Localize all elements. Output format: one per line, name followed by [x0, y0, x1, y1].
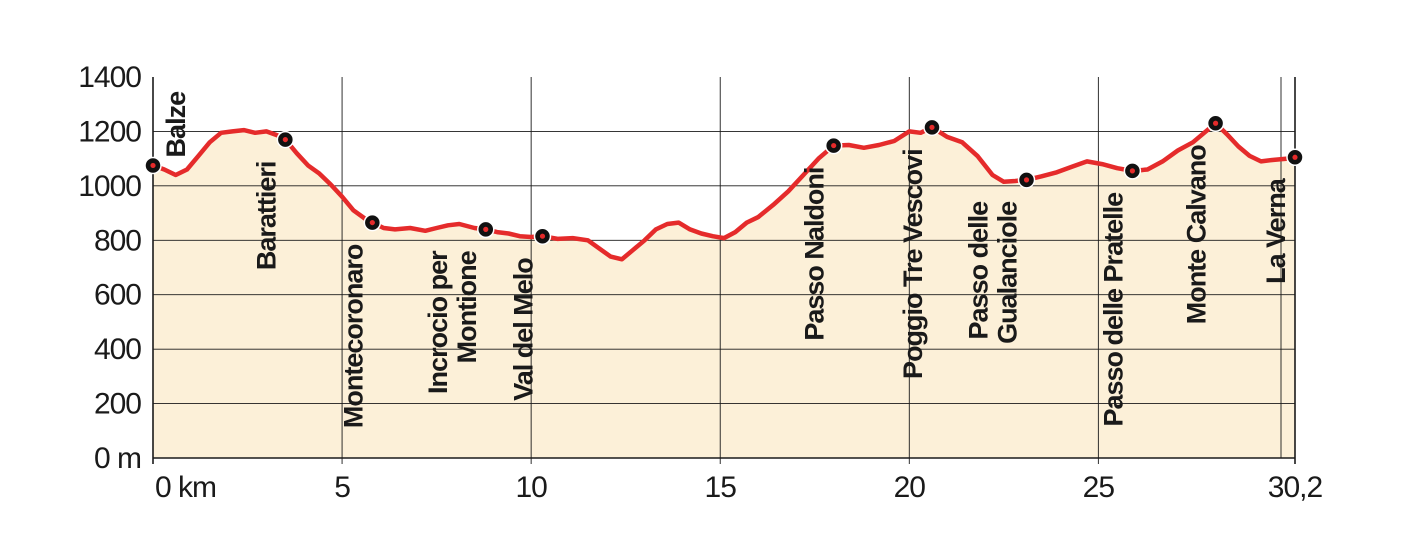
waypoint-label-group: Passo Naldoni	[800, 168, 830, 341]
waypoint-label-group: Val del Melo	[508, 258, 538, 401]
waypoint-markers	[144, 114, 1304, 245]
waypoint-label-group: Barattieri	[251, 162, 281, 271]
x-tick-label: 15	[705, 471, 737, 504]
y-tick-label: 200	[94, 388, 141, 421]
waypoint-marker-center	[929, 124, 935, 130]
waypoint-marker-center	[369, 219, 375, 226]
waypoint-label-group: La Verna	[1261, 177, 1291, 284]
y-tick-label: 1000	[78, 170, 141, 203]
waypoint-marker-center	[1129, 168, 1135, 174]
waypoint-marker-center	[1292, 154, 1298, 160]
x-tick-label: 0 km	[155, 471, 216, 504]
waypoint-labels: Balze Barattieri Montecoronaro Incrocio per…	[161, 91, 1291, 428]
waypoint-label: Incrocio per	[423, 250, 453, 394]
y-tick-label: 0 m	[94, 442, 141, 475]
y-tick-label: 400	[94, 333, 141, 366]
x-axis-ticks: 0 km 5 10 15 20 25 30,2	[155, 471, 1324, 504]
y-tick-label: 1400	[78, 61, 141, 94]
waypoint-marker-center	[831, 142, 837, 149]
y-tick-label: 600	[94, 279, 141, 312]
waypoint-marker-center	[1023, 177, 1030, 183]
waypoint-label-group: Incrocio per Montione	[423, 250, 482, 394]
waypoint-marker-center	[150, 162, 156, 169]
y-axis-ticks: 1400 1200 1000 800 600 400 200 0 m	[78, 61, 142, 475]
waypoint-label: Montione	[452, 250, 482, 363]
waypoint-label-group: Montecoronaro	[338, 244, 368, 428]
waypoint-marker-center	[539, 233, 546, 239]
waypoint-label: Monte Calvano	[1182, 145, 1212, 325]
waypoint-label: Val del Melo	[508, 258, 538, 401]
waypoint-label-group: Balze	[161, 91, 191, 158]
waypoint-label: Poggio Tre Vescovi	[898, 149, 928, 379]
elevation-area	[153, 123, 1295, 459]
waypoint-label-group: Monte Calvano	[1182, 145, 1212, 325]
waypoint-label: Passo Naldoni	[800, 168, 830, 341]
waypoint-label: La Verna	[1261, 177, 1291, 284]
waypoint-label: Passo delle Pratelle	[1098, 192, 1128, 427]
y-tick-label: 1200	[78, 115, 141, 148]
waypoint-label: Balze	[161, 91, 191, 158]
waypoint-label-group: Poggio Tre Vescovi	[898, 149, 928, 379]
grid-lines	[152, 77, 1296, 464]
elevation-line	[150, 121, 1298, 262]
waypoint-label: Gualanciole	[993, 201, 1023, 344]
x-tick-label: 25	[1083, 471, 1115, 504]
waypoint-marker-center	[1212, 120, 1219, 126]
waypoint-label: Montecoronaro	[338, 244, 368, 428]
waypoint-label: Barattieri	[251, 162, 281, 271]
waypoint-marker-center	[282, 136, 288, 143]
x-tick-label: 5	[334, 471, 350, 504]
x-tick-label: 10	[515, 471, 547, 504]
waypoint-label-group: Passo delle Gualanciole	[964, 201, 1023, 344]
waypoint-label-group: Passo delle Pratelle	[1098, 192, 1128, 427]
waypoint-marker-center	[483, 226, 489, 232]
y-tick-label: 800	[94, 224, 141, 257]
waypoint-label: Passo delle	[964, 201, 994, 340]
elevation-series-line	[150, 121, 1298, 262]
x-tick-label: 20	[894, 471, 926, 504]
x-tick-label: 30,2	[1268, 471, 1323, 504]
elevation-fill	[153, 123, 1295, 459]
